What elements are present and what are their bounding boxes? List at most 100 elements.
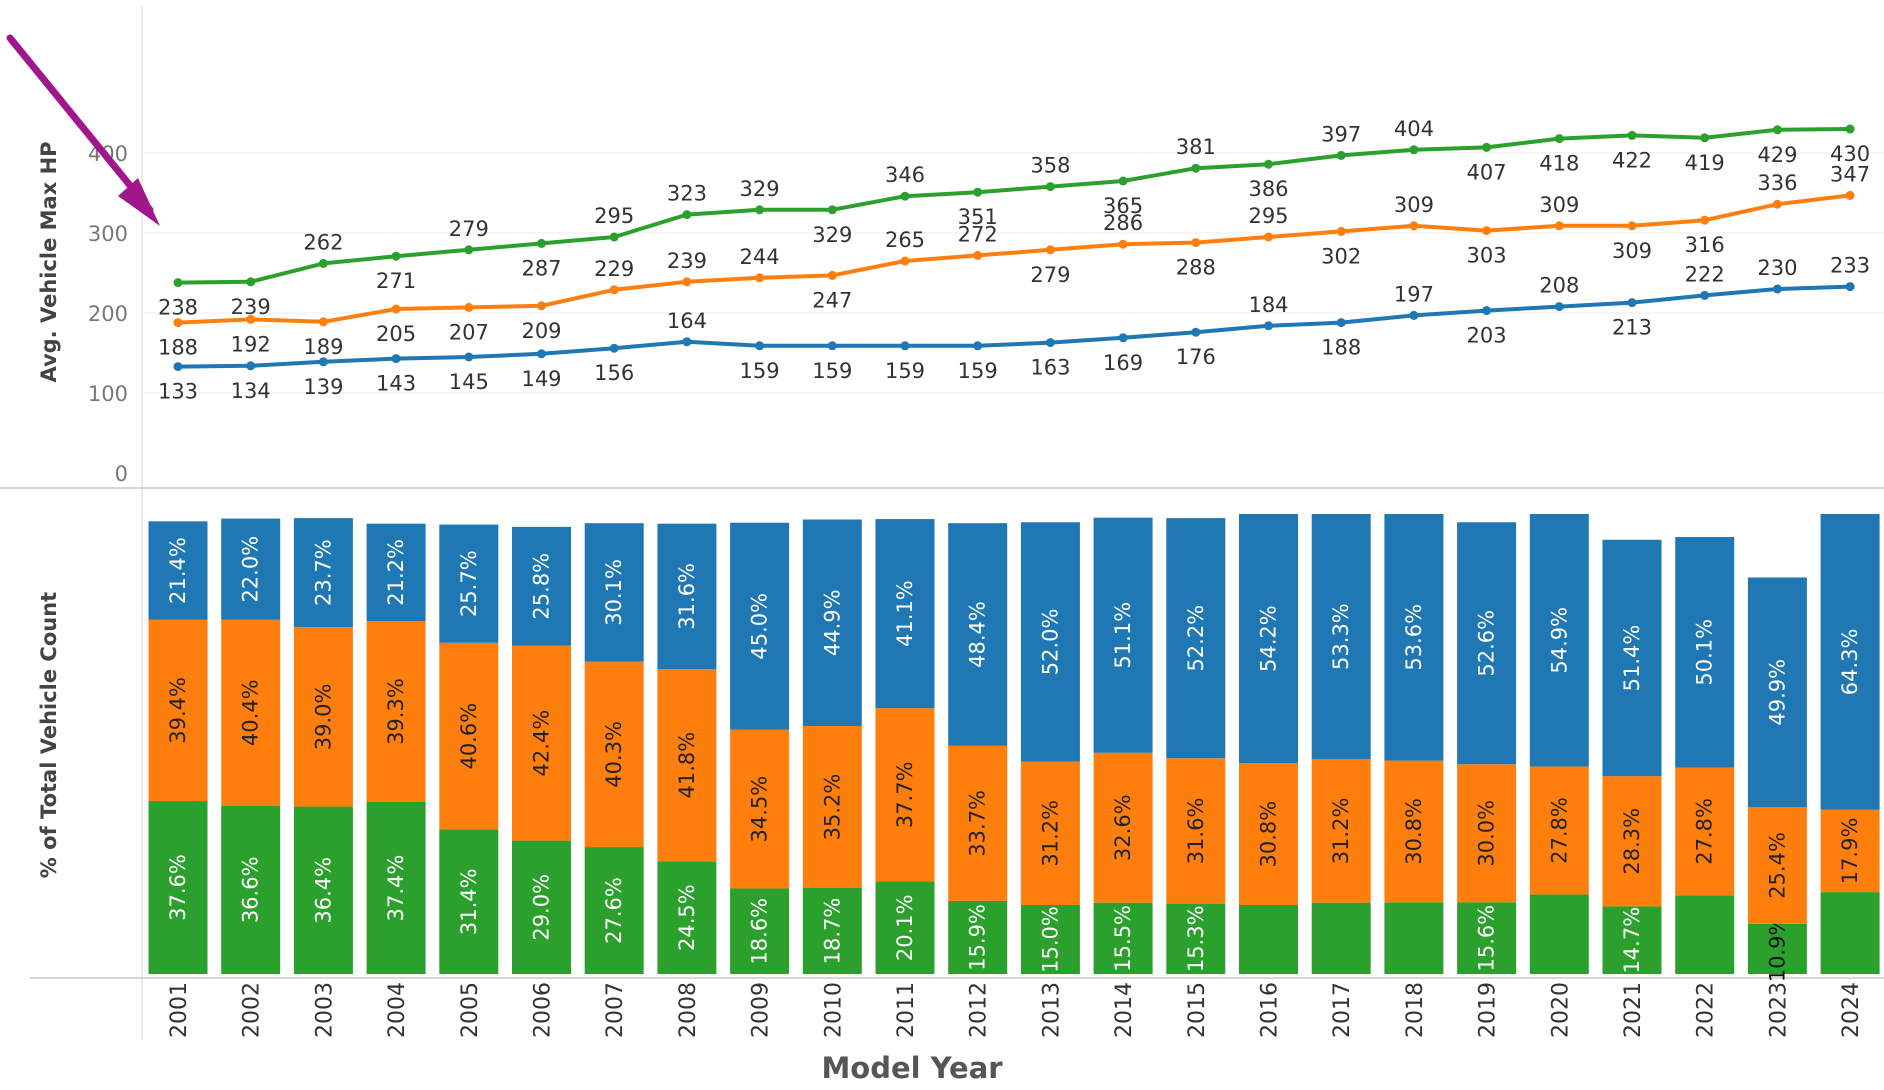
- bar-segment: [1239, 514, 1298, 764]
- data-point: [391, 304, 401, 314]
- data-label: 346: [885, 163, 925, 187]
- data-point: [973, 341, 983, 351]
- data-point: [318, 357, 328, 367]
- bar-label: 27.8%: [1693, 798, 1717, 865]
- bar-segment: [1384, 760, 1444, 903]
- bar-segment: [1602, 539, 1662, 777]
- x-tick-label: 2011: [894, 982, 919, 1038]
- data-point: [609, 343, 619, 353]
- bar-segment: [1675, 537, 1735, 768]
- x-tick-label: 2019: [1476, 982, 1501, 1038]
- bar-label: 45.0%: [748, 593, 772, 660]
- bar-label: 50.1%: [1693, 619, 1717, 686]
- x-tick-label: 2009: [749, 982, 774, 1038]
- bar-label: 15.5%: [1111, 905, 1135, 972]
- data-point: [537, 349, 546, 359]
- data-label: 143: [376, 372, 416, 396]
- x-tick-label: 2023: [1766, 982, 1791, 1038]
- data-point: [1700, 290, 1710, 300]
- x-tick-label: 2005: [458, 982, 483, 1038]
- x-tick-label: 2016: [1258, 982, 1283, 1038]
- data-point: [1409, 310, 1419, 320]
- data-point: [1772, 125, 1782, 135]
- data-label: 287: [521, 256, 561, 280]
- data-label: 213: [1612, 316, 1652, 340]
- data-point: [1264, 232, 1273, 242]
- x-tick-label: 2007: [603, 982, 628, 1038]
- bar-label: 23.7%: [311, 539, 335, 606]
- data-point: [1845, 124, 1855, 134]
- y-axis-title: Avg. Vehicle Max HP: [37, 141, 61, 382]
- data-point: [1409, 221, 1419, 231]
- data-point: [900, 341, 910, 351]
- bar-segment: [1529, 514, 1589, 767]
- data-point: [1627, 298, 1637, 308]
- data-label: 351: [958, 205, 998, 229]
- x-tick-label: 2017: [1330, 982, 1355, 1038]
- bar-label: 15.9%: [966, 904, 990, 971]
- bar-label: 31.6%: [675, 563, 699, 630]
- data-label: 163: [1030, 356, 1070, 380]
- bar-label: 32.6%: [1111, 794, 1135, 861]
- data-point: [1118, 176, 1128, 186]
- data-label: 272: [958, 222, 998, 246]
- bar-label: 51.4%: [1620, 625, 1644, 692]
- bar-label: 29.0%: [530, 874, 554, 941]
- data-label: 279: [449, 217, 489, 241]
- bar-label: 40.4%: [239, 679, 263, 746]
- bar-label: 30.8%: [1257, 801, 1281, 868]
- data-label: 238: [158, 296, 198, 320]
- data-label: 188: [158, 336, 198, 360]
- bar-label: 41.8%: [675, 732, 699, 799]
- bar-segment: [1384, 514, 1444, 761]
- bar-label: 15.0%: [1038, 906, 1062, 973]
- bar-label: 53.6%: [1402, 604, 1426, 671]
- data-label: 247: [812, 288, 852, 312]
- data-label: 205: [376, 322, 416, 346]
- series-line: [177, 127, 1851, 285]
- bar-label: 24.5%: [675, 884, 699, 951]
- x-tick-label: 2006: [531, 982, 556, 1038]
- bar-segment: [366, 523, 426, 622]
- data-point: [609, 232, 619, 242]
- bar-segment: [1529, 766, 1589, 895]
- data-label: 159: [958, 359, 998, 383]
- data-label: 192: [231, 332, 271, 356]
- y-tick-label: 300: [88, 222, 128, 246]
- data-point: [1336, 226, 1346, 236]
- data-label: 222: [1685, 262, 1725, 286]
- bar-segment: [512, 526, 571, 646]
- bar-label: 28.3%: [1620, 808, 1644, 875]
- data-label: 208: [1539, 274, 1579, 298]
- bar-label: 44.9%: [820, 589, 844, 656]
- data-point: [682, 210, 692, 220]
- bar-segment: [1311, 514, 1371, 760]
- y-axis-title: % of Total Vehicle Count: [37, 592, 61, 878]
- bar-label: 22.0%: [239, 536, 263, 603]
- bar-label: 31.2%: [1329, 798, 1353, 865]
- bar-segment: [293, 806, 353, 974]
- data-label: 295: [594, 204, 634, 228]
- data-point: [609, 285, 619, 295]
- data-point: [246, 314, 256, 324]
- data-point: [1482, 306, 1492, 316]
- data-label: 309: [1539, 193, 1579, 217]
- x-tick-label: 2002: [240, 982, 265, 1038]
- bar-label: 39.0%: [311, 684, 335, 751]
- bar-label: 52.0%: [1038, 609, 1062, 676]
- x-tick-label: 2022: [1694, 982, 1719, 1038]
- data-point: [973, 187, 983, 197]
- bar-label: 25.7%: [457, 550, 481, 617]
- bar-segment: [221, 518, 281, 620]
- data-label: 407: [1467, 160, 1507, 184]
- bar-segment: [802, 887, 862, 974]
- bar-label: 21.2%: [384, 539, 408, 606]
- bar-segment: [1820, 892, 1880, 974]
- data-point: [1700, 133, 1710, 143]
- data-label: 159: [812, 359, 852, 383]
- data-label: 159: [885, 359, 925, 383]
- bar-segment: [657, 523, 717, 670]
- data-label: 262: [303, 230, 343, 254]
- x-tick-label: 2010: [821, 982, 846, 1038]
- bar-segment: [148, 619, 208, 802]
